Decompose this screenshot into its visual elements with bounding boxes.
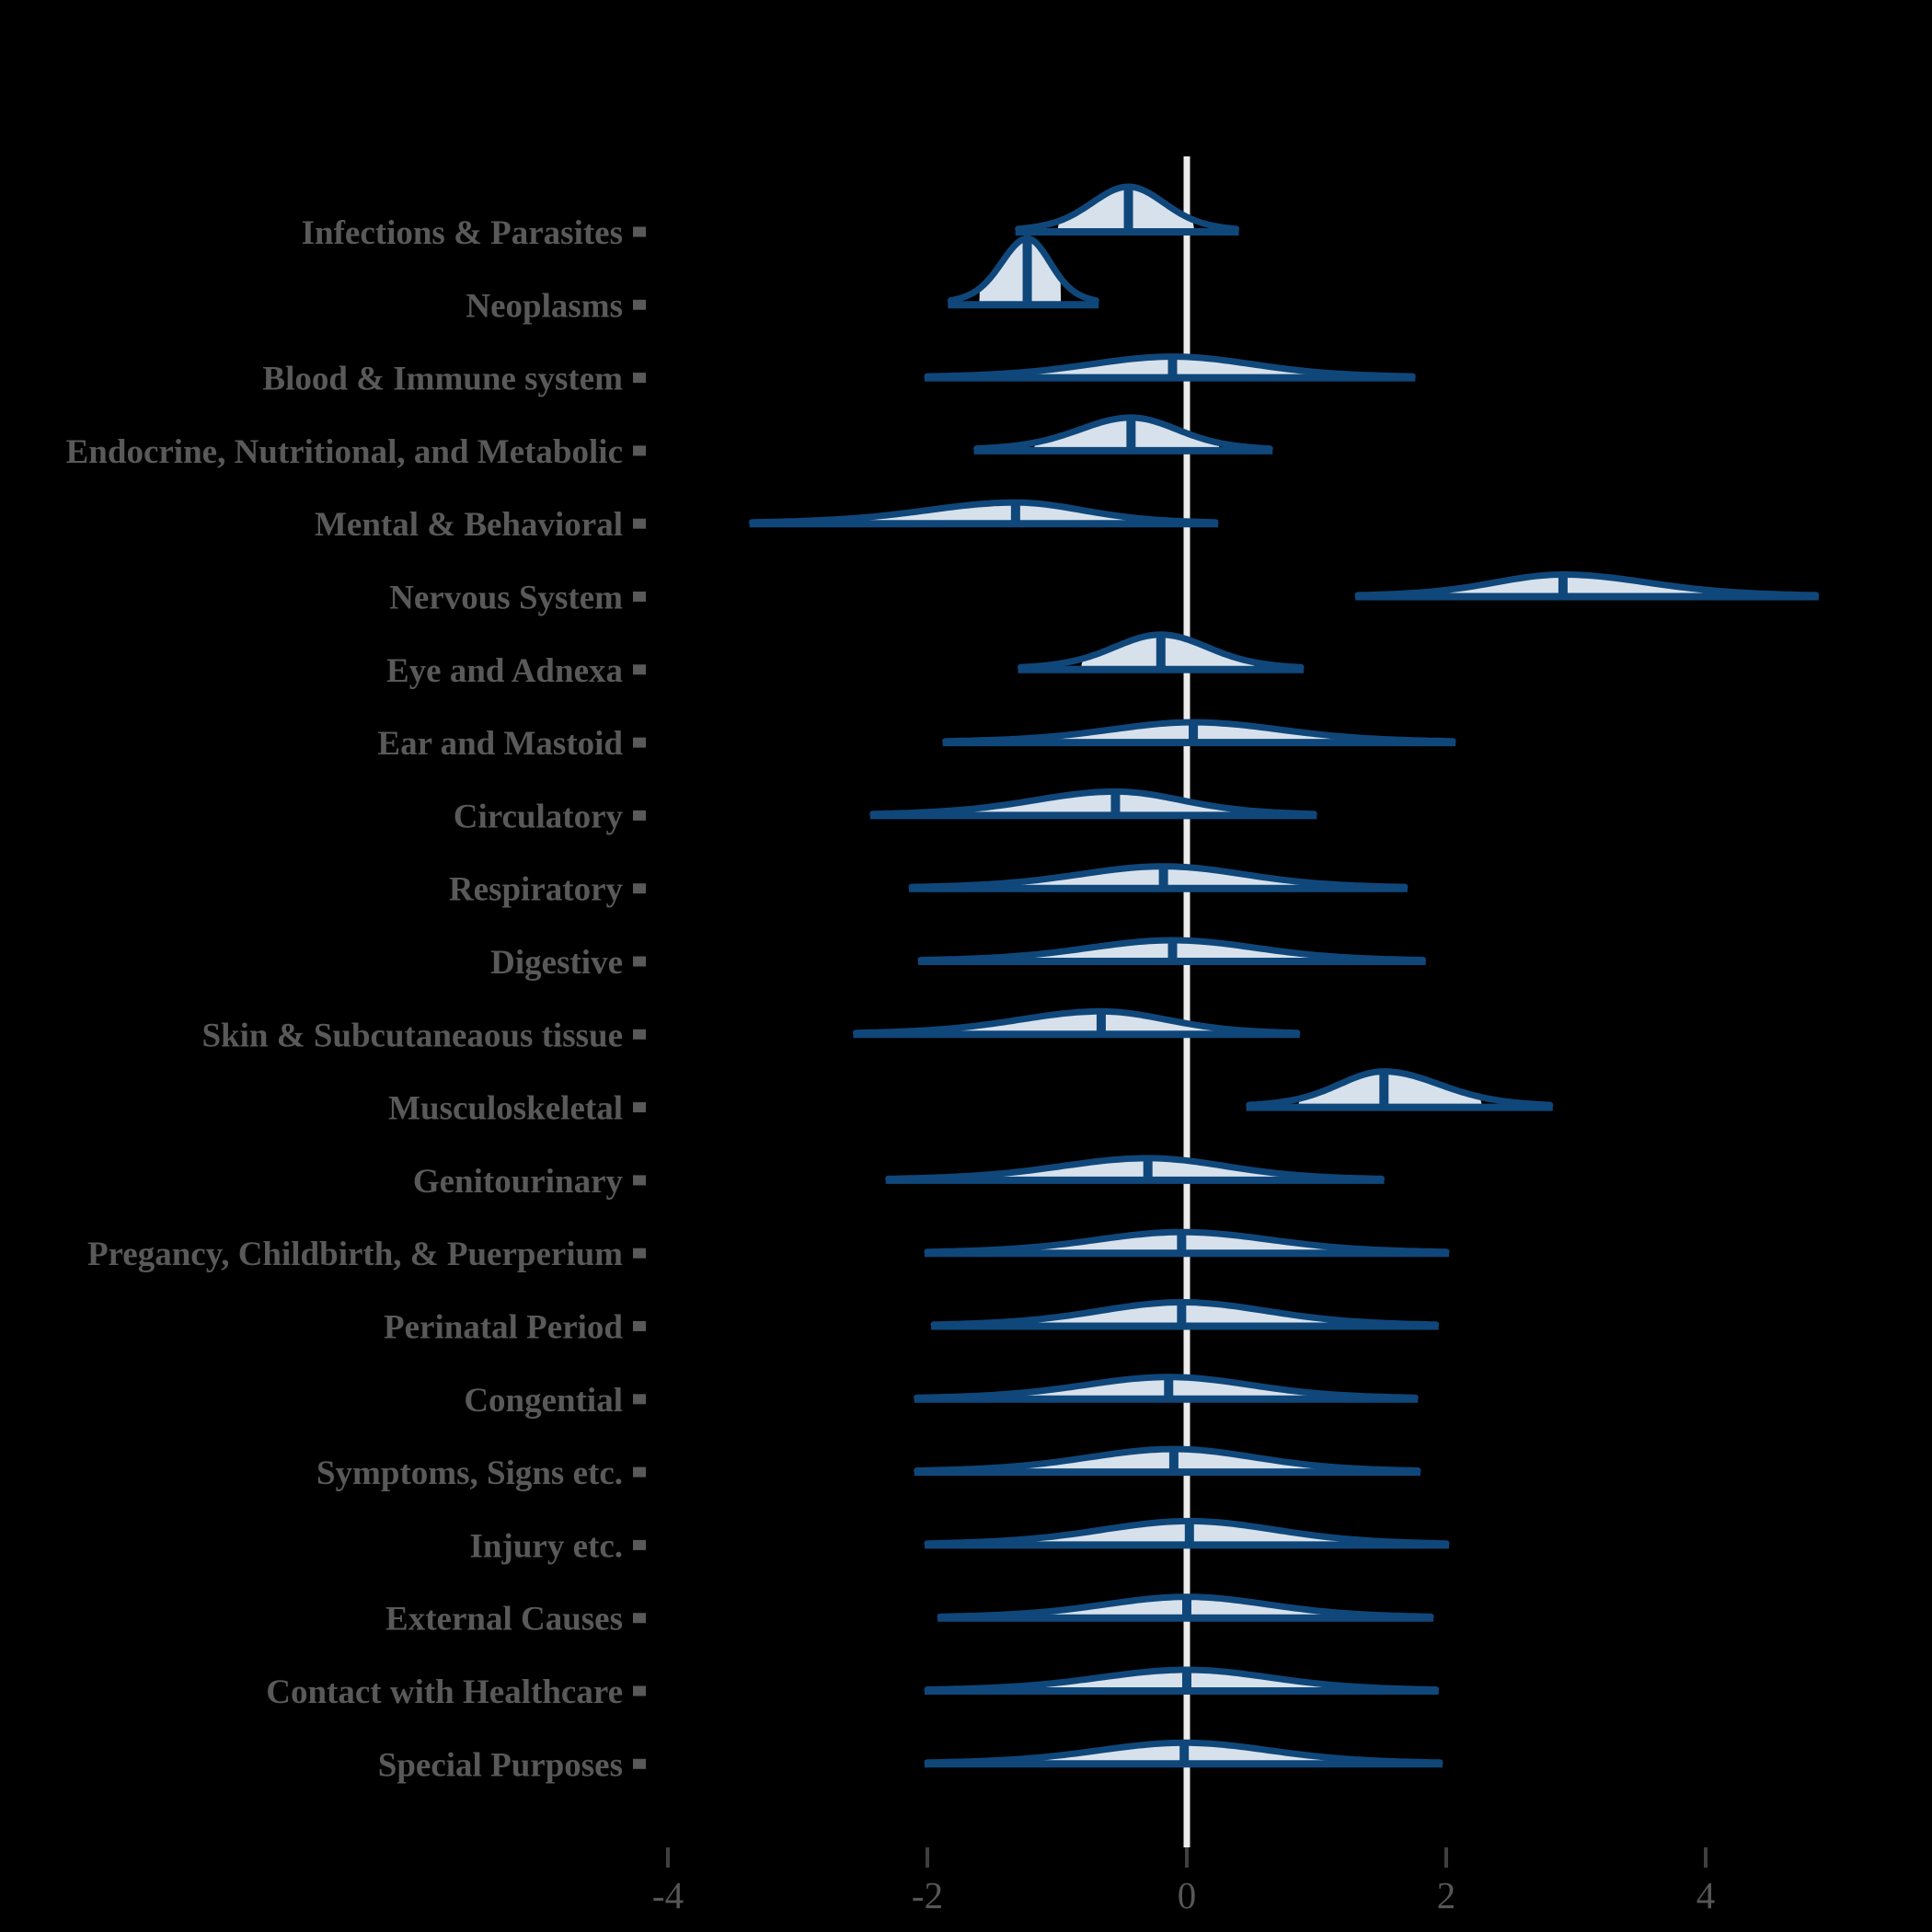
violin-outline — [973, 414, 1273, 453]
x-tick-label: -4 — [652, 1874, 684, 1916]
category-label: Infections & Parasites — [302, 214, 623, 252]
y-tick-mark — [633, 373, 646, 384]
violin-fill — [950, 1011, 1230, 1035]
category-label: Blood & Immune system — [262, 361, 623, 398]
violin-outline — [869, 788, 1317, 818]
y-tick-mark — [633, 1613, 646, 1624]
x-tick-mark — [926, 1847, 929, 1868]
violin-outline — [924, 1517, 1450, 1547]
y-tick-mark — [633, 1685, 646, 1696]
y-tick-mark — [633, 1248, 646, 1259]
violin-outline — [947, 235, 1099, 305]
violin-outline — [853, 1007, 1301, 1037]
violin-outline — [924, 1228, 1450, 1256]
category-label: Nervous System — [389, 580, 623, 617]
category-label: Digestive — [490, 944, 623, 982]
x-tick-mark — [1704, 1847, 1708, 1868]
violin-fill — [1020, 1302, 1353, 1327]
category-label: Symptoms, Signs etc. — [316, 1455, 623, 1492]
violin-outline — [908, 863, 1409, 891]
category-label: Perinatal Period — [384, 1309, 623, 1347]
violin-fill — [966, 791, 1242, 816]
category-label: Musculoskeletal — [388, 1090, 623, 1128]
x-tick-label: 2 — [1437, 1874, 1456, 1916]
y-tick-mark — [633, 956, 646, 967]
y-tick-mark — [633, 883, 646, 894]
y-tick-mark — [633, 592, 646, 602]
category-label: Neoplasms — [466, 287, 623, 325]
violin-outline — [917, 937, 1427, 963]
violin-outline — [924, 1739, 1443, 1766]
y-tick-mark — [633, 299, 646, 310]
violin-outline — [914, 1445, 1421, 1474]
y-tick-mark — [633, 1394, 646, 1405]
violin-outline — [914, 1374, 1419, 1401]
y-tick-mark — [633, 226, 646, 237]
y-tick-mark — [633, 1029, 646, 1040]
violin-fill — [1426, 574, 1712, 597]
y-tick-mark — [633, 1321, 646, 1331]
category-label: Pregancy, Childbirth, & Puerperium — [87, 1236, 623, 1273]
category-label: Ear and Mastoid — [377, 725, 623, 763]
violin-outline — [942, 719, 1456, 745]
category-label: Respiratory — [449, 871, 624, 909]
violin-outline — [1015, 183, 1240, 233]
x-tick-label: 4 — [1696, 1874, 1716, 1916]
y-tick-mark — [633, 518, 646, 529]
violin-outline — [1246, 1068, 1554, 1109]
violin-fill — [859, 502, 1145, 524]
y-tick-mark — [633, 445, 646, 456]
y-tick-mark — [633, 664, 646, 675]
x-tick-label: 0 — [1178, 1874, 1197, 1916]
violin-outline — [924, 1666, 1440, 1693]
category-label: Endocrine, Nutritional, and Metabolic — [66, 433, 623, 471]
violin-fill — [979, 238, 1062, 305]
violin-outline — [924, 353, 1416, 380]
category-label: Mental & Behavioral — [315, 506, 623, 544]
y-tick-mark — [633, 810, 646, 821]
x-tick-mark — [1185, 1847, 1189, 1868]
category-label: Congential — [464, 1382, 623, 1420]
violin-fill — [1018, 1232, 1360, 1254]
y-tick-mark — [633, 1758, 646, 1769]
y-tick-mark — [633, 737, 646, 748]
category-label: Circulatory — [454, 798, 624, 835]
category-label: External Causes — [385, 1601, 623, 1639]
y-tick-mark — [633, 1466, 646, 1478]
x-tick-mark — [1444, 1847, 1448, 1868]
violin-outline — [930, 1299, 1440, 1328]
x-tick-mark — [666, 1847, 670, 1868]
category-label: Skin & Subcutaneaous tissue — [201, 1017, 623, 1054]
category-label: Eye and Adnexa — [386, 652, 623, 690]
category-label: Genitourinary — [413, 1163, 624, 1201]
violin-fill — [1030, 722, 1375, 743]
y-tick-mark — [633, 1539, 646, 1550]
category-label: Special Purposes — [378, 1746, 623, 1784]
violin-outline — [937, 1593, 1434, 1620]
violin-outline — [1018, 631, 1305, 671]
y-tick-mark — [633, 1175, 646, 1186]
violin-outline — [885, 1155, 1385, 1182]
y-tick-mark — [633, 1102, 646, 1113]
category-label: Contact with Healthcare — [266, 1673, 623, 1711]
violin-outline — [1354, 571, 1820, 599]
x-tick-label: -2 — [912, 1874, 943, 1916]
zero-reference-line — [1183, 156, 1190, 1847]
violin-outline — [749, 499, 1219, 526]
violin-fill — [1298, 1071, 1483, 1108]
category-label: Injury etc. — [470, 1527, 623, 1565]
